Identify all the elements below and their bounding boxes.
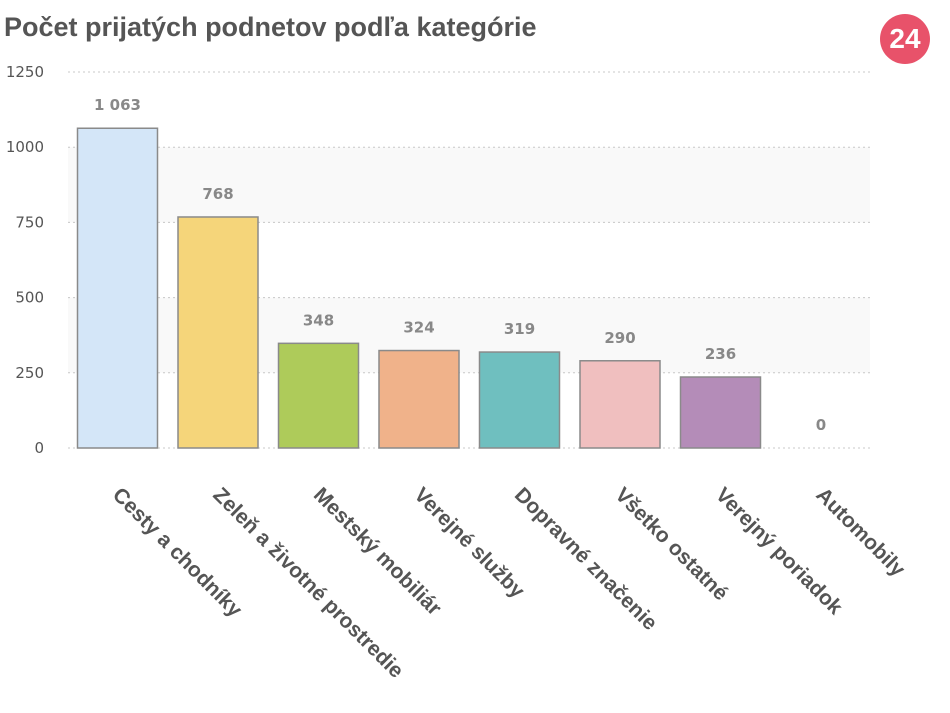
bar: [478, 351, 561, 449]
data-label: 1 063: [94, 96, 141, 114]
plot-band: [68, 147, 870, 223]
brand-logo: 24: [880, 14, 930, 64]
data-label: 290: [604, 329, 635, 347]
y-tick-label: 0: [34, 439, 44, 457]
bar: [177, 216, 259, 449]
bar: [679, 376, 762, 449]
data-label: 236: [705, 345, 736, 363]
y-tick-label: 1250: [6, 63, 44, 81]
y-tick-label: 750: [15, 213, 44, 231]
data-label: 0: [816, 416, 826, 434]
logo-text: 24: [889, 23, 921, 54]
category-label: Automobily: [811, 483, 909, 581]
logo-circle: [880, 14, 930, 64]
data-label: 324: [403, 319, 434, 337]
y-tick-label: 1000: [6, 138, 44, 156]
bar: [378, 349, 460, 449]
data-label: 768: [202, 185, 233, 203]
category-label: Zeleň a životné prostredie: [208, 483, 407, 682]
y-tick-label: 500: [15, 289, 44, 307]
chart-title: Počet prijatých podnetov podľa kategórie: [4, 12, 537, 42]
data-label: 348: [303, 311, 334, 329]
bar: [76, 127, 159, 449]
data-label: 319: [504, 320, 535, 338]
y-tick-label: 250: [15, 364, 44, 382]
bar: [277, 342, 360, 449]
bar: [579, 360, 661, 449]
